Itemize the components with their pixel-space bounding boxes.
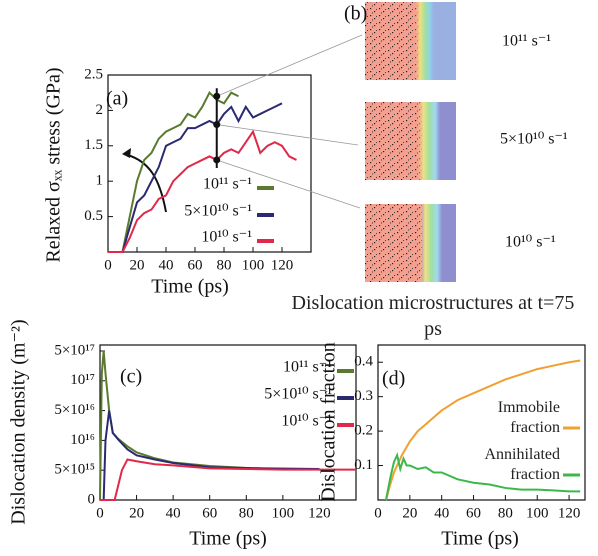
connector bbox=[216, 124, 359, 146]
legend-label: 10¹¹ s⁻¹ bbox=[203, 176, 252, 193]
x-axis-label: Time (ps) bbox=[151, 276, 229, 298]
x-tick-label: 80 bbox=[498, 505, 513, 521]
connector bbox=[216, 159, 361, 209]
legend-label: 10¹¹ s⁻¹ bbox=[283, 359, 332, 376]
y-tick-label: 5×10¹⁵ bbox=[54, 462, 95, 478]
y-tick-label: 0 bbox=[88, 491, 96, 507]
x-tick-label: 60 bbox=[466, 505, 481, 521]
x-tick-label: 60 bbox=[202, 505, 217, 521]
legend-label: Annihilated fraction bbox=[484, 446, 560, 483]
x-tick-label: 0 bbox=[96, 505, 104, 521]
x-tick-label: 40 bbox=[166, 505, 181, 521]
plot-frame bbox=[107, 74, 312, 253]
y-tick-label: 5×10¹⁶ bbox=[54, 402, 95, 418]
legend-label: 10¹⁰ s⁻¹ bbox=[281, 413, 332, 430]
series-line bbox=[100, 458, 356, 501]
legend-label: 10¹⁰ s⁻¹ bbox=[201, 229, 252, 246]
marker-dot bbox=[213, 92, 221, 100]
y-tick-label: 0.1 bbox=[354, 457, 373, 473]
y-tick-label: 0.5 bbox=[84, 208, 103, 224]
x-tick-label: 120 bbox=[558, 505, 581, 521]
image-dislocations bbox=[365, 102, 422, 180]
series-line bbox=[384, 359, 581, 501]
y-tick-label: 1 bbox=[96, 173, 104, 189]
image-label: 10¹⁰ s⁻¹ bbox=[505, 234, 556, 251]
image-front bbox=[414, 2, 434, 80]
y-tick-label: 2.5 bbox=[84, 66, 103, 82]
panel-label: (d) bbox=[382, 368, 405, 390]
y-tick-label: 1.5 bbox=[84, 137, 103, 153]
x-axis-label: Time (ps) bbox=[441, 528, 519, 550]
y-tick-label: 2 bbox=[96, 102, 104, 118]
arrow-head bbox=[122, 148, 131, 158]
marker-dot bbox=[213, 121, 221, 129]
series-line bbox=[108, 129, 297, 253]
panel-label: (b) bbox=[344, 3, 367, 25]
image-dislocations bbox=[365, 2, 420, 80]
plot-frame bbox=[377, 344, 586, 501]
y-tick-label: 0.3 bbox=[354, 388, 373, 404]
x-tick-label: 80 bbox=[239, 505, 254, 521]
x-tick-label: 40 bbox=[159, 257, 174, 273]
legend-label: Immobile fraction bbox=[497, 399, 560, 436]
y-tick-label: 0.4 bbox=[354, 354, 373, 370]
x-tick-label: 60 bbox=[188, 257, 203, 273]
y-tick-label: 5×10¹⁷ bbox=[54, 342, 95, 358]
microstructure-images bbox=[365, 2, 456, 282]
legend-label: 5×10¹⁰ s⁻¹ bbox=[184, 203, 252, 220]
series-line bbox=[384, 452, 581, 501]
image-label: 10¹¹ s⁻¹ bbox=[502, 33, 551, 50]
y-axis-label: Dislocation fraction bbox=[318, 342, 340, 501]
image-front bbox=[416, 102, 440, 180]
x-tick-label: 100 bbox=[242, 257, 265, 273]
image-front bbox=[418, 204, 442, 282]
x-tick-label: 20 bbox=[129, 505, 144, 521]
x-tick-label: 100 bbox=[526, 505, 549, 521]
x-tick-label: 0 bbox=[104, 257, 112, 273]
x-tick-label: 120 bbox=[308, 505, 331, 521]
y-axis-label: Dislocation density (m⁻²) bbox=[8, 319, 30, 524]
x-tick-label: 80 bbox=[217, 257, 232, 273]
series-line bbox=[108, 102, 283, 253]
plot-frame bbox=[99, 344, 357, 501]
panel-label: (c) bbox=[120, 366, 142, 388]
arrow bbox=[123, 153, 167, 213]
x-tick-label: 0 bbox=[374, 505, 382, 521]
x-tick-label: 100 bbox=[272, 505, 295, 521]
x-tick-label: 20 bbox=[130, 257, 145, 273]
y-tick-label: 10¹⁶ bbox=[70, 432, 95, 448]
x-tick-label: 40 bbox=[434, 505, 449, 521]
image-label: 5×10¹⁰ s⁻¹ bbox=[500, 131, 568, 148]
x-tick-label: 120 bbox=[271, 257, 294, 273]
y-tick-label: 0.2 bbox=[354, 423, 373, 439]
caption: Dislocation microstructures at t=75 ps bbox=[291, 292, 575, 340]
connector bbox=[216, 34, 363, 97]
series-line bbox=[100, 410, 320, 501]
y-tick-label: 10¹⁷ bbox=[70, 372, 95, 388]
marker-dot bbox=[213, 156, 221, 164]
legend-label: 5×10¹⁰ s⁻¹ bbox=[264, 386, 332, 403]
panel-label: (a) bbox=[106, 88, 128, 110]
y-axis-label: Relaxed σₓₓ stress (GPa) bbox=[43, 67, 65, 262]
x-tick-label: 20 bbox=[402, 505, 417, 521]
image-dislocations bbox=[365, 204, 422, 282]
x-axis-label: Time (ps) bbox=[189, 528, 267, 550]
